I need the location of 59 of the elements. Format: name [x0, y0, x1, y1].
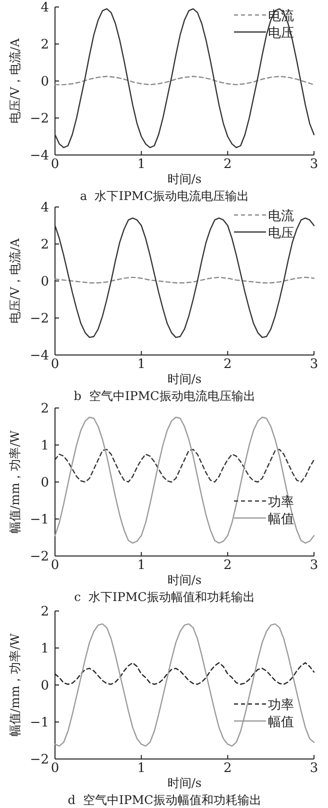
- y-axis-title: 电压/V，电流/A: [8, 38, 22, 124]
- y-tick-label: −2: [30, 112, 49, 126]
- line-series: [54, 448, 315, 483]
- y-tick-label: −1: [30, 512, 49, 528]
- y-tick-label: 2: [40, 38, 49, 52]
- x-tick-label: 3: [310, 157, 318, 172]
- x-tick-label: 0: [50, 157, 60, 172]
- line-series: [54, 8, 315, 148]
- line-series: [54, 76, 315, 86]
- y-tick-label: 2: [40, 238, 49, 252]
- legend-label: 电压: [268, 226, 294, 241]
- y-tick-label: 2: [40, 402, 49, 416]
- x-tick-label: 2: [224, 357, 232, 372]
- x-tick-label: 3: [310, 357, 318, 372]
- line-series: [54, 623, 315, 747]
- x-tick-label: 2: [224, 157, 232, 172]
- text: b 空气中IPMC振动电流电压输出: [74, 389, 256, 403]
- legend-label: 幅值: [268, 715, 294, 730]
- y-tick-label: −1: [30, 716, 49, 730]
- x-tick-label: 1: [137, 558, 146, 573]
- x-tick-label: 1: [137, 157, 146, 172]
- x-axis-title: 时间/s: [167, 776, 202, 790]
- text: c 水下IPMC振动幅值和功耗输出: [74, 590, 255, 604]
- y-tick-label: 1: [40, 642, 49, 656]
- x-tick-label: 2: [224, 558, 232, 573]
- y-tick-label: 4: [40, 0, 49, 16]
- legend-label: 电流: [268, 208, 294, 224]
- x-tick-label: 0: [50, 558, 60, 573]
- y-tick-label: 1: [40, 438, 49, 454]
- line-series: [54, 416, 315, 544]
- y-tick-label: −2: [30, 550, 49, 564]
- y-tick-label: 0: [40, 274, 49, 290]
- y-tick-label: 2: [40, 604, 49, 620]
- x-axis-title: 时间/s: [167, 573, 202, 587]
- y-tick-label: −4: [30, 348, 49, 364]
- legend-label: 功率: [268, 697, 294, 713]
- x-axis-title: 时间/s: [167, 372, 202, 386]
- y-tick-label: −4: [30, 148, 49, 164]
- y-tick-label: 0: [40, 74, 49, 90]
- y-axis-title: 电压/V，电流/A: [8, 238, 22, 324]
- y-tick-label: −2: [30, 752, 49, 768]
- x-tick-label: 0: [50, 761, 60, 776]
- x-tick-label: 0: [50, 357, 60, 372]
- legend-label: 功率: [268, 494, 294, 510]
- text: d 空气中IPMC振动幅值和功耗输出: [68, 793, 262, 807]
- x-tick-label: 3: [310, 761, 318, 776]
- x-tick-label: 1: [137, 761, 146, 776]
- text: a 水下IPMC振动电流电压输出: [80, 189, 250, 203]
- y-tick-label: 0: [40, 476, 49, 490]
- y-axis-title: 幅值/mm，功率/W: [8, 430, 22, 534]
- y-tick-label: 0: [40, 678, 49, 694]
- x-tick-label: 3: [310, 558, 318, 573]
- x-tick-label: 1: [137, 357, 146, 372]
- legend-label: 幅值: [268, 512, 294, 527]
- y-tick-label: −2: [30, 312, 49, 326]
- x-tick-label: 2: [224, 761, 232, 776]
- y-tick-label: 4: [40, 200, 49, 216]
- x-axis-title: 时间/s: [167, 172, 202, 186]
- y-axis-title: 幅值/mm，功率/W: [8, 632, 22, 737]
